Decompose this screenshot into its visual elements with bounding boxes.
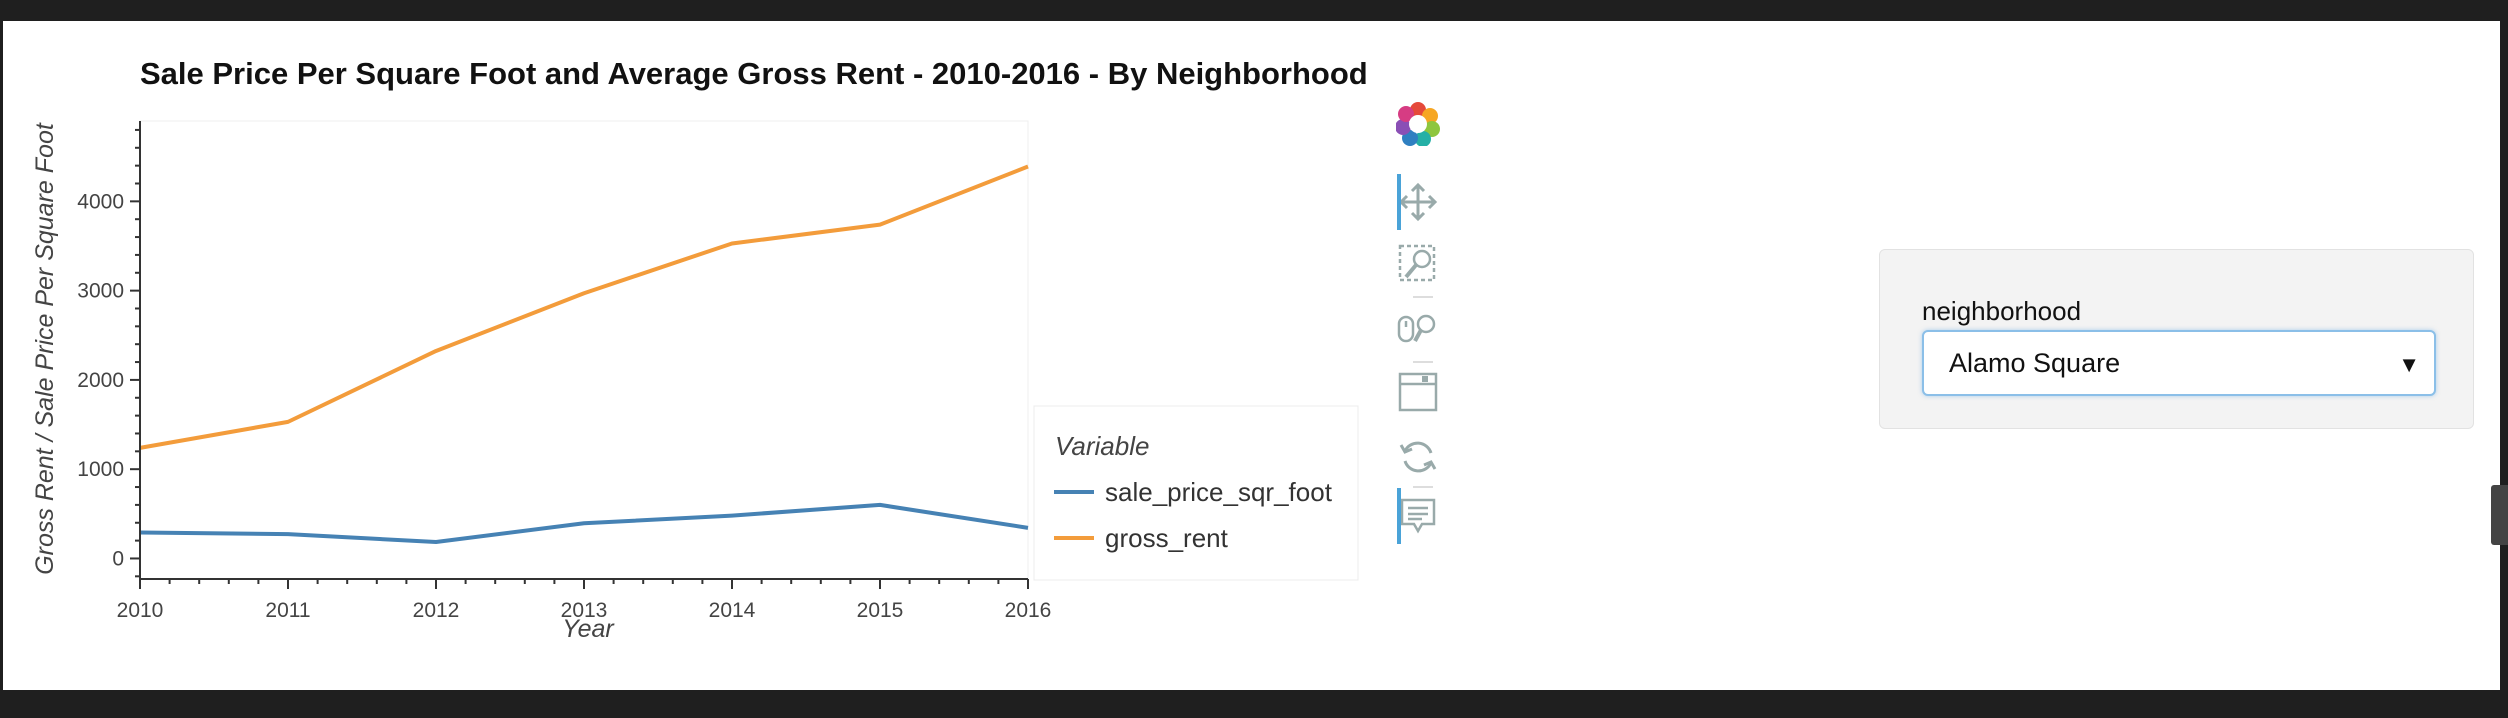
- x-tick-label: 2010: [117, 599, 164, 622]
- y-tick-label: 2000: [77, 369, 124, 392]
- legend: Variable sale_price_sqr_foot gross_rent: [1033, 405, 1359, 581]
- neighborhood-widget: neighborhood Alamo Square ▼: [1879, 249, 2474, 429]
- hover-icon[interactable]: [1383, 488, 1453, 544]
- x-tick-label: 2014: [709, 599, 756, 622]
- y-tick-label: 3000: [77, 280, 124, 303]
- y-tick-label: 1000: [77, 458, 124, 481]
- series-line-gross_rent: [139, 164, 1029, 450]
- bokeh-logo-icon[interactable]: [1383, 96, 1453, 152]
- line-chart: Sale Price Per Square Foot and Average G…: [31, 56, 1368, 643]
- scrollbar-thumb[interactable]: [2491, 485, 2508, 545]
- box-zoom-icon[interactable]: [1383, 236, 1453, 292]
- x-tick-label: 2011: [265, 599, 310, 622]
- x-tick-label: 2015: [857, 599, 904, 622]
- legend-label-gross_rent: gross_rent: [1105, 523, 1229, 553]
- x-tick-label: 2012: [413, 599, 460, 622]
- chart-toolbar: [1383, 96, 1453, 566]
- legend-title: Variable: [1055, 431, 1149, 461]
- wheel-zoom-icon[interactable]: [1383, 301, 1453, 357]
- save-icon[interactable]: [1383, 364, 1453, 420]
- chevron-down-icon: ▼: [2398, 352, 2420, 377]
- neighborhood-select-value: Alamo Square: [1949, 348, 2121, 378]
- x-tick-label: 2016: [1005, 599, 1052, 622]
- y-axis-label: Gross Rent / Sale Price Per Square Foot: [31, 122, 59, 575]
- page-canvas: Sale Price Per Square Foot and Average G…: [3, 21, 2500, 690]
- x-tick-label: 2013: [561, 599, 608, 622]
- pan-icon[interactable]: [1383, 174, 1453, 230]
- x-axis-label: Year: [562, 615, 615, 643]
- series-line-sale_price_sqr_foot: [139, 502, 1029, 545]
- y-tick-label: 0: [112, 547, 124, 570]
- reset-icon[interactable]: [1383, 429, 1453, 485]
- chart-title: Sale Price Per Square Foot and Average G…: [140, 56, 1368, 91]
- legend-label-sale_price_sqr_foot: sale_price_sqr_foot: [1105, 477, 1333, 507]
- neighborhood-select[interactable]: Alamo Square ▼: [1922, 330, 2436, 396]
- plot-area: [139, 120, 1029, 580]
- neighborhood-label: neighborhood: [1922, 296, 2082, 326]
- y-tick-label: 4000: [77, 190, 124, 213]
